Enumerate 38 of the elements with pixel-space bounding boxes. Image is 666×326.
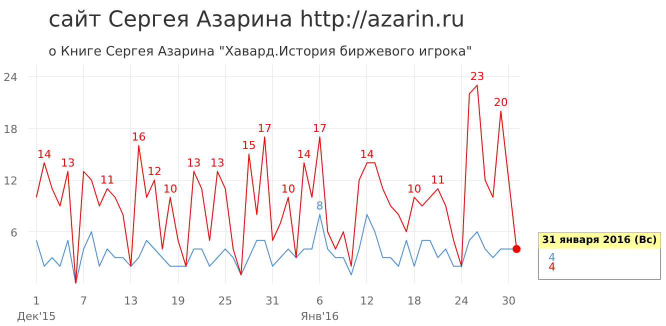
chart-title: сайт Сергея Азарина http://azarin.ru bbox=[48, 8, 465, 32]
data-label: 23 bbox=[470, 70, 484, 84]
data-label: 13 bbox=[186, 156, 201, 170]
y-tick-label: 12 bbox=[4, 174, 18, 188]
data-label: 10 bbox=[281, 182, 296, 196]
x-tick-label: 6 Янв'16 bbox=[300, 294, 339, 324]
annotation: 31 января 2016 (Вс) bbox=[542, 235, 657, 246]
x-tick-label: 13 bbox=[124, 294, 138, 308]
data-label: 15 bbox=[242, 139, 256, 152]
data-label: 13 bbox=[210, 156, 224, 170]
data-label: 8 bbox=[316, 200, 324, 213]
text: 4 bbox=[548, 260, 556, 274]
y-tick-label: 18 bbox=[4, 122, 18, 136]
x-tick-label: 1 Дек'15 bbox=[16, 294, 56, 324]
chart-subtitle: о Книге Сергея Азарина "Хавард.История биржевого игрока" bbox=[48, 44, 472, 60]
x-tick-label: 7 bbox=[80, 294, 88, 308]
x-tick-label: 18 bbox=[407, 294, 422, 308]
data-label: 16 bbox=[132, 130, 146, 144]
data-label: 17 bbox=[312, 122, 327, 135]
x-tick-label: 31 bbox=[266, 294, 280, 308]
x-tick-label: 12 bbox=[360, 294, 374, 308]
data-label: 11 bbox=[430, 174, 445, 187]
data-label: 14 bbox=[37, 148, 52, 161]
x-tick-label: 25 bbox=[218, 294, 232, 308]
x-tick-label: 24 bbox=[454, 294, 468, 308]
y-tick-label: 24 bbox=[4, 71, 18, 84]
data-label: 13 bbox=[60, 156, 75, 170]
data-label: 10 bbox=[163, 182, 178, 196]
data-label: 20 bbox=[494, 96, 508, 110]
data-label: 11 bbox=[100, 174, 114, 187]
y-tick-label: 6 bbox=[10, 226, 18, 240]
x-tick-label: 19 bbox=[171, 294, 186, 308]
data-label: 17 bbox=[258, 122, 272, 135]
data-label: 10 bbox=[407, 182, 422, 196]
x-tick-label: 30 bbox=[502, 294, 516, 308]
data-label: 14 bbox=[297, 148, 312, 161]
data-label: 14 bbox=[360, 148, 374, 161]
data-label: 12 bbox=[147, 165, 162, 178]
